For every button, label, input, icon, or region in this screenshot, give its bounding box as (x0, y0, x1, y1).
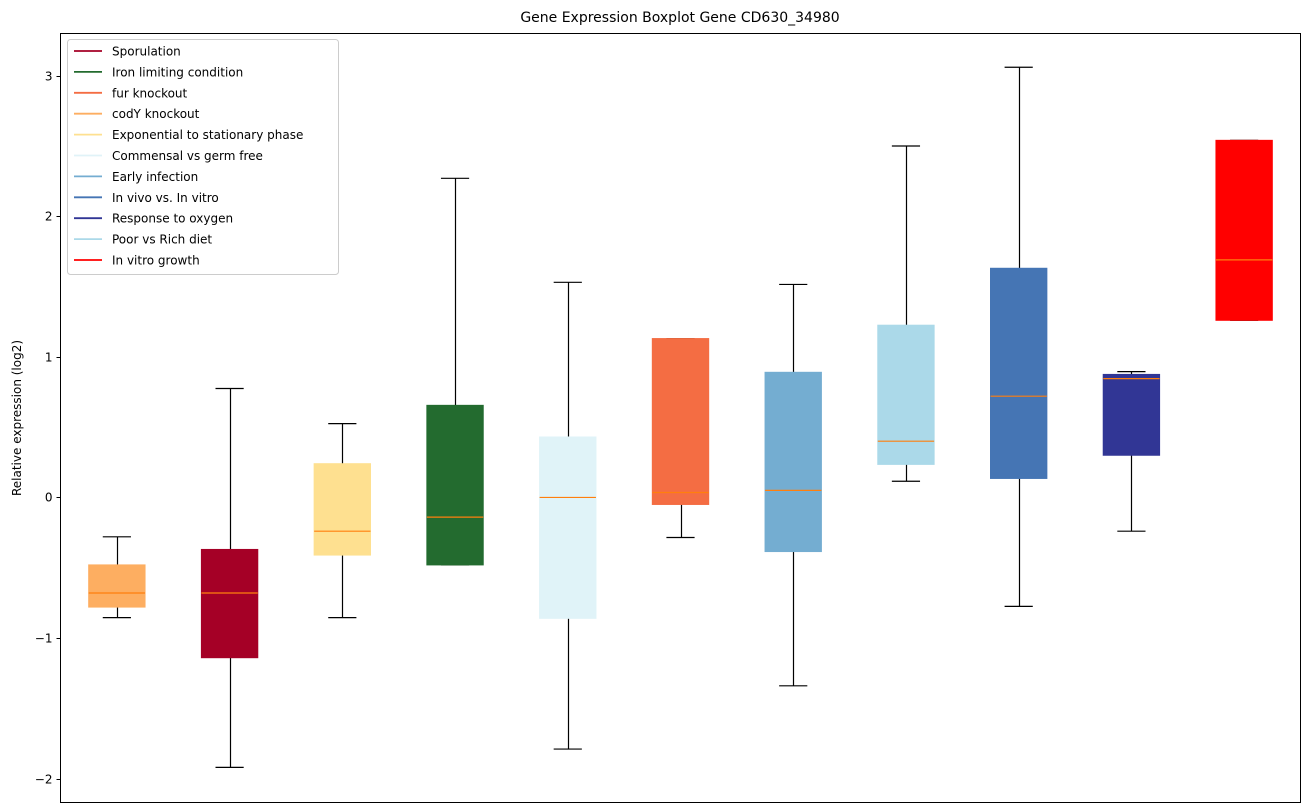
box-group (539, 281, 597, 750)
legend-item: fur knockout (74, 86, 188, 100)
box (651, 338, 710, 505)
legend-label: In vitro growth (112, 254, 200, 268)
legend-item: Early infection (74, 170, 198, 184)
box-group (990, 66, 1048, 607)
legend-label: Exponential to stationary phase (112, 128, 303, 142)
box (539, 436, 597, 619)
y-tick-label: −1 (35, 632, 53, 646)
y-tick-label: 1 (45, 351, 53, 365)
legend-label: Iron limiting condition (112, 65, 243, 79)
box-group (1215, 139, 1273, 321)
legend-item: Iron limiting condition (74, 65, 243, 79)
y-tick-label: 3 (45, 70, 53, 84)
legend-item: Poor vs Rich diet (74, 233, 212, 247)
box-group (764, 283, 822, 687)
axes-frame (60, 33, 1301, 803)
legend-label: codY knockout (112, 107, 200, 121)
box-group (426, 177, 484, 566)
box (313, 463, 371, 556)
plot-area (88, 66, 1273, 768)
box (877, 324, 935, 465)
legend: Sporulation Iron limiting condition fur kn… (67, 39, 339, 275)
box (990, 267, 1048, 479)
legend-label: Poor vs Rich diet (112, 233, 212, 247)
legend-label: Commensal vs germ free (112, 149, 263, 163)
box (1102, 373, 1161, 456)
box-group (313, 423, 371, 619)
y-axis-label: Relative expression (log2) (10, 340, 24, 496)
legend-label: Early infection (112, 170, 198, 184)
box-group (200, 387, 259, 768)
box (88, 564, 146, 608)
legend-box (67, 39, 339, 275)
legend-label: Response to oxygen (112, 212, 233, 226)
box (1215, 139, 1273, 321)
box (764, 371, 822, 553)
chart-title: Gene Expression Boxplot Gene CD630_34980 (520, 10, 839, 26)
box-group (88, 536, 146, 619)
legend-item: Sporulation (74, 45, 181, 59)
legend-item: In vivo vs. In vitro (74, 191, 219, 205)
box-group (651, 337, 710, 539)
y-tick-label: 0 (45, 491, 53, 505)
legend-item: Exponential to stationary phase (74, 128, 303, 142)
y-axis: −2 −1 0 1 2 3 (35, 70, 61, 787)
box-group (1102, 371, 1161, 532)
legend-item: Response to oxygen (74, 212, 233, 226)
box-group (877, 145, 935, 482)
box (200, 548, 259, 659)
legend-label: fur knockout (112, 86, 188, 100)
legend-item: codY knockout (74, 107, 200, 121)
legend-label: In vivo vs. In vitro (112, 191, 219, 205)
y-tick-label: −2 (35, 773, 53, 787)
legend-item: In vitro growth (74, 254, 200, 268)
legend-item: Commensal vs germ free (74, 149, 263, 163)
y-tick-label: 2 (45, 210, 53, 224)
box (426, 404, 484, 566)
legend-label: Sporulation (112, 45, 181, 59)
